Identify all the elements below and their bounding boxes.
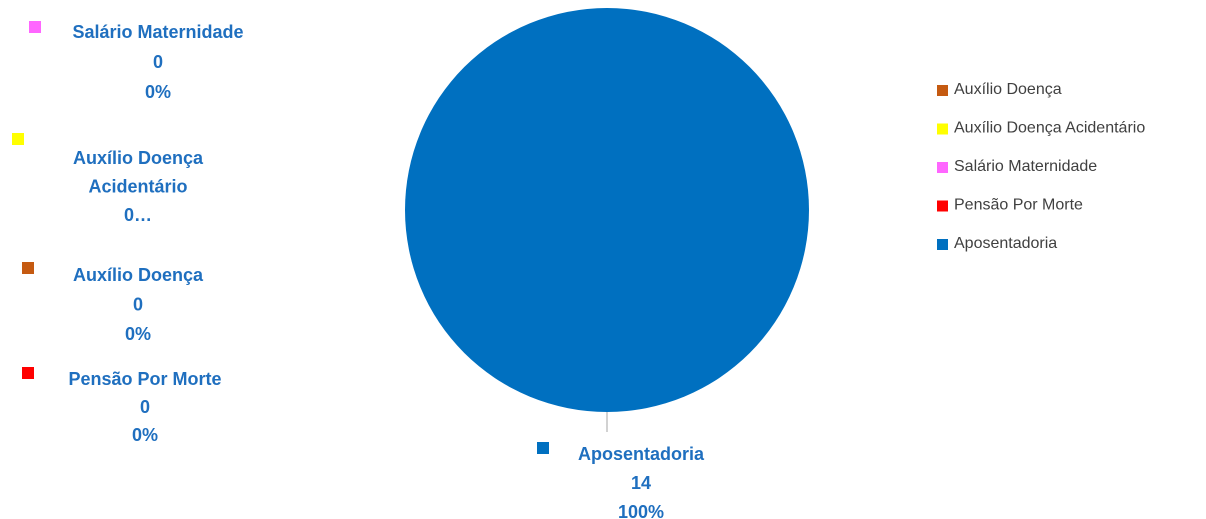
pie-slice-aposentadoria <box>405 8 809 412</box>
legend: Auxílio Doença Auxílio Doença Acidentário… <box>937 81 1145 252</box>
data-label-auxilio-doenca: Auxílio Doença 0 0% <box>22 262 204 344</box>
data-label-marker-salario-maternidade <box>29 21 41 33</box>
data-label-marker-pensao-por-morte <box>22 367 34 379</box>
data-label-line-auxilio-doenca-2: 0% <box>125 324 151 344</box>
data-label-pensao-por-morte: Pensão Por Morte 0 0% <box>22 367 222 445</box>
data-label-line-aposentadoria-2: 100% <box>618 502 664 519</box>
legend-swatch-aposentadoria <box>937 239 948 250</box>
data-label-marker-aposentadoria <box>537 442 549 454</box>
legend-label-auxilio-doenca-acidentario: Auxílio Doença Acidentário <box>954 120 1145 137</box>
legend-swatch-pensao-por-morte <box>937 200 948 212</box>
data-label-marker-auxilio-doenca-acidentario <box>12 133 24 145</box>
data-label-aposentadoria: Aposentadoria 14 100% <box>537 442 705 519</box>
data-label-line-aposentadoria-1: 14 <box>631 473 651 493</box>
data-label-salario-maternidade: Salário Maternidade 0 0% <box>29 21 244 102</box>
data-label-line-auxilio-doenca-acidentario-2: 0… <box>124 205 152 225</box>
legend-swatch-auxilio-doenca <box>937 85 948 96</box>
data-label-marker-auxilio-doenca <box>22 262 34 274</box>
legend-swatch-auxilio-doenca-acidentario <box>937 123 948 135</box>
legend-label-auxilio-doenca: Auxílio Doença <box>954 81 1062 98</box>
data-label-line-auxilio-doenca-acidentario-0: Auxílio Doença <box>73 148 204 168</box>
data-label-line-salario-maternidade-2: 0% <box>145 82 171 102</box>
data-label-line-pensao-por-morte-1: 0 <box>140 397 150 417</box>
legend-swatch-salario-maternidade <box>937 162 948 173</box>
data-label-line-auxilio-doenca-0: Auxílio Doença <box>73 265 204 285</box>
data-label-line-auxilio-doenca-1: 0 <box>133 294 143 314</box>
data-label-line-pensao-por-morte-2: 0% <box>132 425 158 445</box>
legend-label-salario-maternidade: Salário Maternidade <box>954 158 1097 175</box>
legend-label-pensao-por-morte: Pensão Por Morte <box>954 197 1083 214</box>
legend-label-aposentadoria: Aposentadoria <box>954 235 1057 252</box>
data-label-auxilio-doenca-acidentario: Auxílio Doença Acidentário 0… <box>12 133 204 225</box>
data-label-line-auxilio-doenca-acidentario-1: Acidentário <box>88 176 187 196</box>
data-label-line-salario-maternidade-0: Salário Maternidade <box>72 22 243 42</box>
data-label-line-salario-maternidade-1: 0 <box>153 52 163 72</box>
data-label-line-aposentadoria-0: Aposentadoria <box>578 444 705 464</box>
data-label-line-pensao-por-morte-0: Pensão Por Morte <box>68 369 221 389</box>
